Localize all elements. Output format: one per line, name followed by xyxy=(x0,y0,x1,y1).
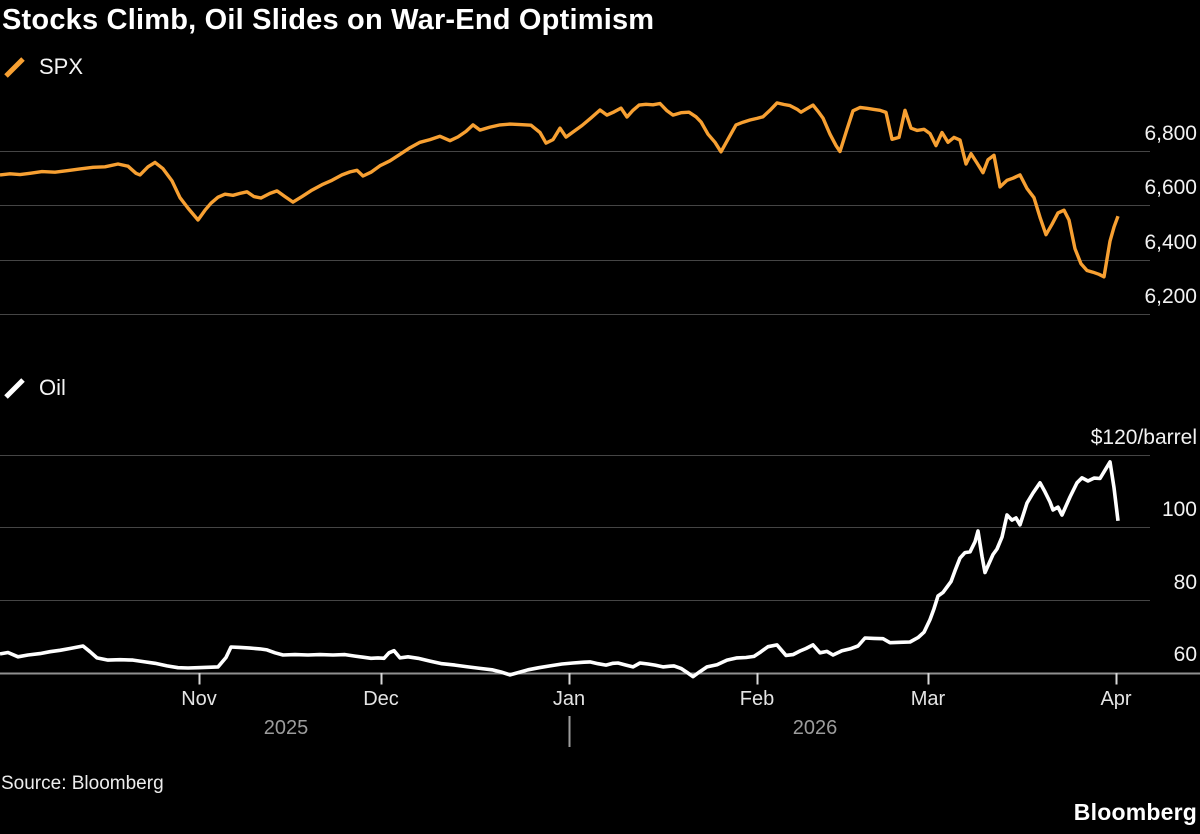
xtick-label-feb: Feb xyxy=(739,688,775,710)
legend-spx: SPX xyxy=(3,53,83,81)
spx-line xyxy=(0,101,1120,279)
year-label-2026: 2026 xyxy=(792,717,838,739)
ytick-label: 6,600 xyxy=(1144,176,1197,199)
spx-legend-mark xyxy=(4,57,25,78)
xtick-label-dec: Dec xyxy=(363,688,399,710)
bloomberg-logo: Bloomberg xyxy=(1073,799,1197,825)
oil-line xyxy=(0,460,1120,679)
xtick-label-apr: Apr xyxy=(1100,688,1132,710)
xtick-label-jan: Jan xyxy=(552,688,586,710)
xtick-label-nov: Nov xyxy=(181,688,217,710)
ytick-label: 100 xyxy=(1161,498,1197,521)
chart-title: Stocks Climb, Oil Slides on War-End Opti… xyxy=(2,4,655,36)
ytick-label: 80 xyxy=(1173,571,1197,594)
ytick-label: 6,800 xyxy=(1144,122,1197,145)
oil-legend-mark xyxy=(4,378,25,399)
source-note: Source: Bloomberg xyxy=(1,773,164,794)
ytick-label: 6,400 xyxy=(1144,231,1197,254)
ytick-label: 6,200 xyxy=(1144,285,1197,308)
ytick-label: 60 xyxy=(1173,643,1197,666)
ytick-label: $120/barrel xyxy=(1090,426,1197,449)
legend-oil-label: Oil xyxy=(39,375,66,400)
legend-oil: Oil xyxy=(3,374,66,402)
year-label-2025: 2025 xyxy=(263,717,309,739)
xtick-label-mar: Mar xyxy=(910,688,946,710)
legend-spx-label: SPX xyxy=(39,54,84,79)
